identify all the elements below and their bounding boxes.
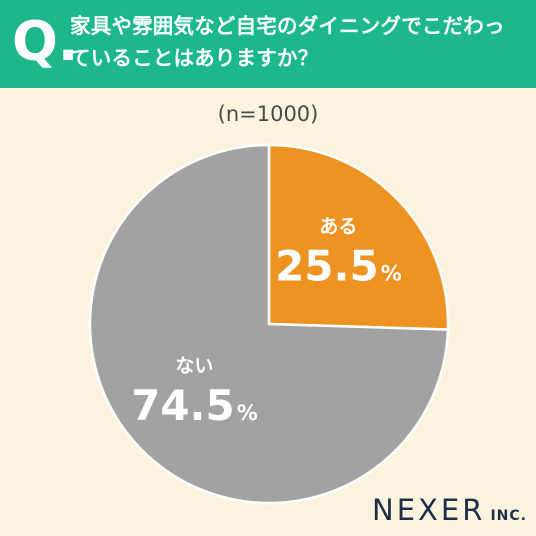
pie-slice-yes bbox=[267, 143, 450, 331]
pie-slice-no bbox=[88, 143, 450, 505]
slice-value-no: 74.5% bbox=[131, 381, 258, 430]
company-logo: NEXER INC. bbox=[372, 493, 527, 527]
slice-value-yes: 25.5% bbox=[275, 242, 402, 291]
logo-sub-text: INC. bbox=[490, 508, 527, 524]
question-mark: Q. bbox=[12, 10, 79, 73]
slice-label-yes: ある bbox=[319, 216, 357, 238]
question-header: Q. 家具や雰囲気など自宅のダイニングでこだわっていることはありますか？ bbox=[0, 0, 536, 88]
slice-label-no: ない bbox=[175, 355, 213, 377]
chart-subtitle: (n=1000) bbox=[217, 102, 319, 126]
logo-main-text: NEXER bbox=[372, 493, 486, 527]
question-title: 家具や雰囲気など自宅のダイニングでこだわっていることはありますか？ bbox=[70, 14, 505, 70]
